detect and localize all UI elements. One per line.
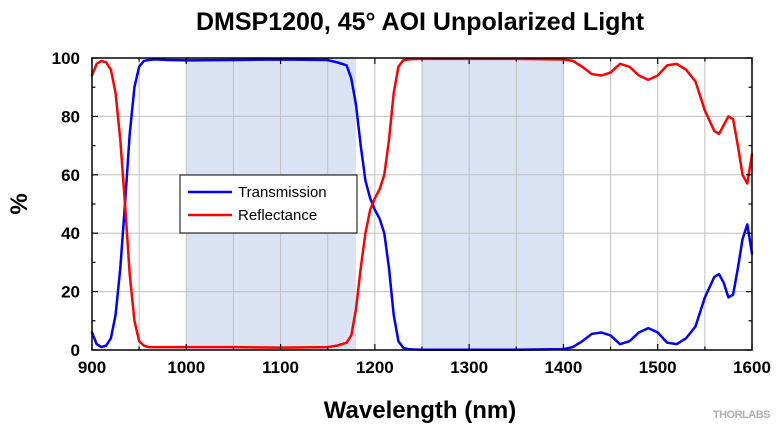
- legend-box: [179, 174, 358, 234]
- x-tick-label: 1000: [167, 358, 205, 377]
- legend: Transmission Reflectance: [179, 174, 358, 234]
- x-tick-label: 1100: [262, 358, 299, 377]
- svg-text:THORLABS: THORLABS: [713, 409, 770, 421]
- x-tick-label: 1300: [450, 358, 488, 377]
- legend-label-transmission: Transmission: [238, 184, 327, 201]
- y-tick-label: 20: [61, 283, 80, 302]
- tick-marks: [91, 57, 753, 351]
- x-tick-label: 900: [78, 358, 106, 377]
- plot-area: [90, 57, 754, 351]
- y-tick-label: 100: [52, 49, 80, 68]
- x-tick-labels: 900 1000 1100 1200 1300 1400 1500 1600: [78, 358, 771, 377]
- x-axis-label: Wavelength (nm): [324, 397, 516, 424]
- legend-label-reflectance: Reflectance: [238, 207, 317, 224]
- y-axis-label: %: [6, 193, 33, 214]
- y-tick-label: 80: [61, 107, 80, 126]
- shaded-region-1: [422, 58, 564, 350]
- series-lines: [90, 57, 754, 351]
- chart-title: DMSP1200, 45° AOI Unpolarized Light: [196, 8, 645, 36]
- thorlabs-logo: THORLABS: [713, 409, 771, 421]
- y-tick-label: 60: [61, 166, 80, 185]
- x-tick-label: 1400: [545, 358, 583, 377]
- y-tick-labels: 0 20 40 60 80 100: [52, 49, 80, 360]
- series-line-reflectance: [90, 57, 754, 349]
- x-tick-label: 1500: [639, 358, 677, 377]
- y-tick-label: 0: [71, 341, 80, 360]
- series-line-transmission: [90, 58, 754, 351]
- x-tick-label: 1600: [733, 358, 771, 377]
- x-tick-label: 1200: [356, 358, 394, 377]
- y-tick-label: 40: [61, 224, 80, 243]
